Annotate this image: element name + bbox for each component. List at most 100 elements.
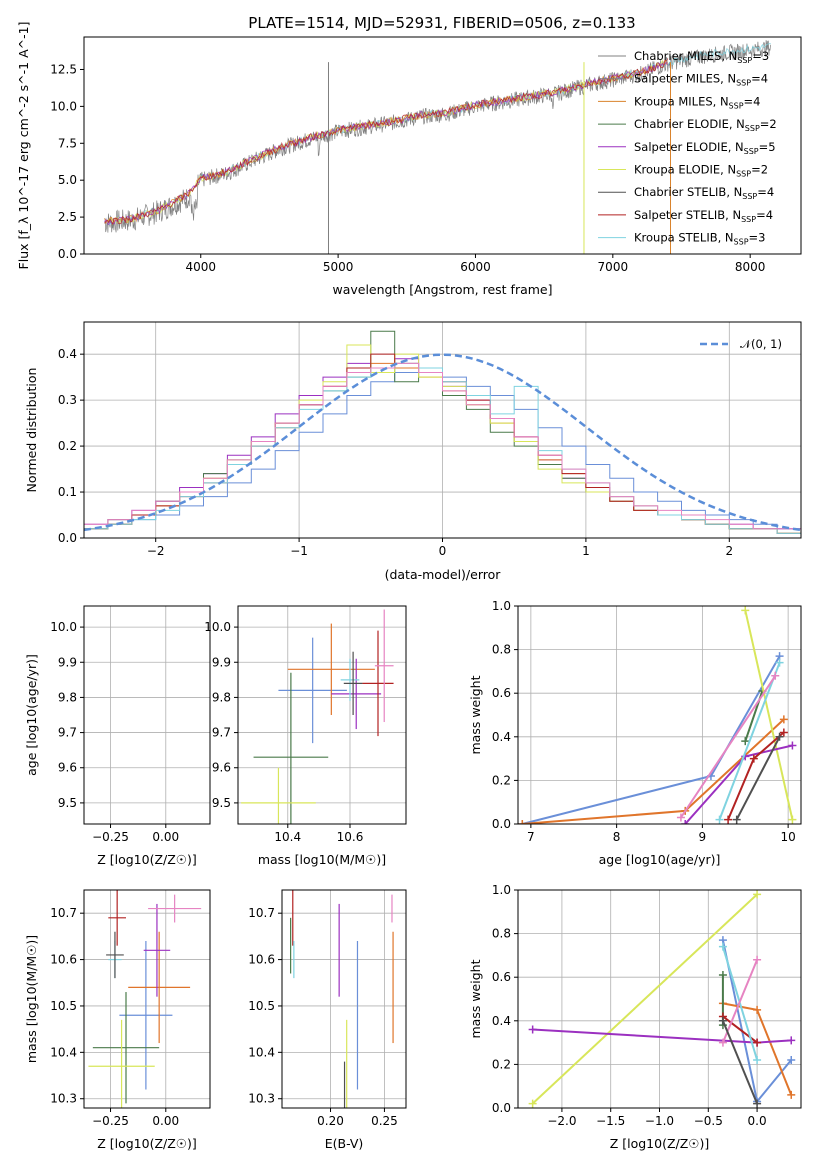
weight-point-marker: [753, 955, 762, 964]
legend-label: Salpeter STELIB, NSSP=4: [634, 208, 773, 224]
y-axis-label: mass [log10(M/M☉)]: [24, 935, 39, 1063]
x-tick-label: 0: [439, 544, 447, 558]
error-bars: [88, 890, 202, 1108]
weight-point-marker: [715, 815, 724, 824]
legend-count: =2: [760, 117, 777, 131]
weight-point-marker: [753, 890, 762, 899]
weight-series-line: [744, 610, 794, 820]
legend-count: =5: [759, 140, 776, 154]
legend-count: =4: [751, 72, 768, 86]
x-axis-label: (data-model)/error: [385, 567, 502, 582]
x-tick-label: 0.00: [152, 830, 179, 844]
spectrum-panel: 4000 5000 6000 7000 8000 0.0 2.5 5.0 7.5 10.0 12.5…: [16, 22, 802, 297]
weight-point-marker: [753, 1005, 762, 1014]
observed-spectrum-line: [104, 40, 771, 233]
x-axis-label: Z [log10(Z/Z☉)]: [97, 1136, 197, 1151]
plot-frame: [517, 889, 802, 1109]
y-tick-label: 0.2: [492, 773, 511, 787]
y-tick-label: 0.2: [492, 1057, 511, 1071]
x-tick-label: 0.0: [748, 1114, 767, 1128]
legend-subscript: SSP: [737, 56, 752, 65]
weight-point-marker: [676, 813, 685, 822]
x-tick-label: 1: [582, 544, 590, 558]
legend-label: Chabrier STELIB, NSSP=4: [634, 185, 774, 201]
weight-point-marker: [749, 754, 758, 763]
y-tick-label: 10.3: [248, 1092, 275, 1106]
y-tick-label: 10.0: [50, 620, 77, 634]
y-tick-label: 1.0: [492, 599, 511, 613]
x-tick-label: 7000: [598, 260, 629, 274]
weight-point-marker: [779, 715, 788, 724]
y-tick-label: 0.4: [58, 347, 77, 361]
y-axis-label: mass weight: [468, 675, 483, 754]
y-tick-label: 7.5: [58, 136, 77, 150]
y-tick-label: 9.9: [212, 655, 231, 669]
weight-lines: [528, 890, 796, 1108]
mass-vs-z-panel: −0.25 0.00 10.3 10.4 10.5 10.6 10.7 Z [log10(Z/…: [24, 889, 211, 1151]
weight-point-marker: [753, 1038, 762, 1047]
y-tick-label: 0.6: [492, 686, 511, 700]
legend-label: Salpeter MILES, NSSP=4: [634, 72, 768, 88]
x-tick-label: −1.5: [596, 1114, 625, 1128]
legend-label: Chabrier ELODIE, NSSP=2: [634, 117, 777, 133]
y-tick-label: 0.8: [492, 927, 511, 941]
weight-point-marker: [771, 671, 780, 680]
x-tick-label: 0.00: [152, 1114, 179, 1128]
legend-subscript: SSP: [741, 215, 756, 224]
x-tick-label: −1: [290, 544, 308, 558]
y-tick-label: 0.4: [492, 730, 511, 744]
error-bars: [241, 609, 394, 824]
y-tick-label: 10.0: [50, 99, 77, 113]
y-tick-label: 10.7: [50, 906, 77, 920]
y-tick-label: 10.5: [248, 999, 275, 1013]
y-tick-label: 9.9: [58, 655, 77, 669]
x-tick-label: 10.6: [337, 830, 364, 844]
weight-point-marker: [788, 741, 797, 750]
weight-point-marker: [753, 1099, 762, 1108]
y-axis-label: mass weight: [468, 959, 483, 1038]
legend-subscript: SSP: [744, 147, 759, 156]
plot-frame: [83, 605, 211, 825]
y-tick-label: 1.0: [492, 883, 511, 897]
plot-frame: [237, 605, 407, 825]
legend-count: =2: [751, 163, 768, 177]
legend-count: =4: [744, 94, 761, 108]
y-tick-label: 10.4: [248, 1045, 275, 1059]
x-tick-label: −2.0: [547, 1114, 576, 1128]
legend-count: =4: [756, 208, 773, 222]
y-tick-label: 9.7: [58, 726, 77, 740]
y-tick-label: 0.3: [58, 393, 77, 407]
spectrum-lines: [104, 40, 771, 254]
y-tick-label: 0.4: [492, 1014, 511, 1028]
normal-curve: [84, 353, 801, 532]
y-tick-label: 9.6: [212, 761, 231, 775]
y-tick-label: 0.1: [58, 485, 77, 499]
y-tick-label: 9.6: [58, 761, 77, 775]
y-tick-label: 9.7: [212, 726, 231, 740]
x-tick-label: 0.20: [317, 1114, 344, 1128]
y-tick-label: 0.2: [58, 439, 77, 453]
y-tick-label: 2.5: [58, 210, 77, 224]
x-tick-label: 4000: [185, 260, 216, 274]
y-axis-label: age [log10(age/yr)]: [24, 654, 39, 776]
x-tick-label: −2: [147, 544, 165, 558]
legend-count: =4: [757, 185, 774, 199]
weight-series-line: [721, 1020, 759, 1104]
y-axis-label: Flux [f_λ 10^-17 erg cm^-2 s^-1 A^-1]: [16, 22, 31, 270]
y-tick-label: 10.7: [248, 906, 275, 920]
plot-frame: [517, 605, 802, 825]
weight-series-line: [522, 655, 781, 824]
x-tick-label: −1.0: [645, 1114, 674, 1128]
x-tick-label: 0.25: [371, 1114, 398, 1128]
weight-series-line: [718, 662, 781, 820]
x-axis-label: wavelength [Angstrom, rest frame]: [332, 282, 552, 297]
age-vs-mass-panel: 10.4 10.6 9.5 9.6 9.7 9.8 9.9 10.0 mass [log10(M…: [204, 605, 407, 867]
weight-point-marker: [775, 658, 784, 667]
plot-frame: [83, 36, 802, 255]
weight-series-line: [735, 736, 781, 821]
legend-label: Kroupa ELODIE, NSSP=2: [634, 163, 768, 179]
weight-point-marker: [718, 971, 727, 980]
weight-point-marker: [779, 728, 788, 737]
y-tick-label: 10.0: [204, 620, 231, 634]
